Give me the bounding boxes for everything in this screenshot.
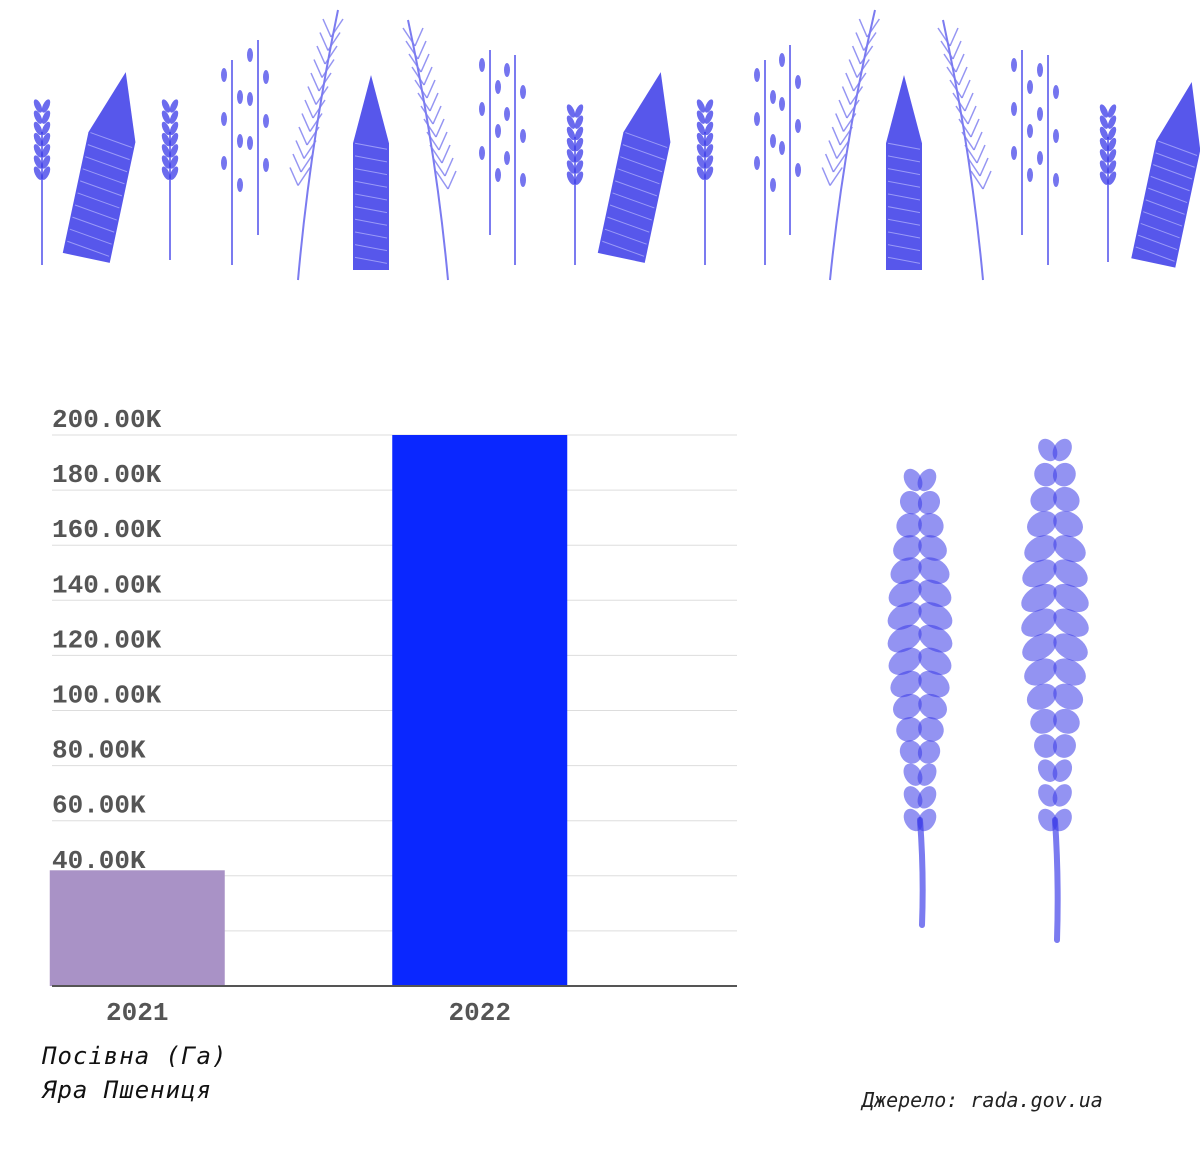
feather-grass-icon	[402, 19, 457, 281]
y-tick-label: 80.00K	[52, 736, 146, 766]
x-tick-label: 2021	[106, 998, 168, 1028]
x-axis-ticks: 2021 2022	[106, 998, 511, 1028]
oat-stalk-icon	[1011, 50, 1033, 235]
bar-chart: 020.00K40.00K60.00K80.00K100.00K120.00K1…	[49, 405, 737, 1028]
bars	[49, 435, 568, 986]
oat-stalk-icon	[504, 55, 526, 265]
bullet-icon	[597, 72, 671, 263]
oat-stalk-icon	[247, 40, 269, 235]
feather-grass-icon	[937, 19, 992, 281]
bullet-icon	[353, 75, 389, 270]
bar-2021	[49, 870, 225, 986]
x-tick-label: 2022	[449, 998, 511, 1028]
oat-stalk-icon	[754, 60, 776, 265]
y-tick-label: 60.00K	[52, 791, 146, 821]
wheat-stalk-icon	[566, 104, 584, 265]
banner-items	[33, 9, 1200, 281]
caption-line-1: Посівна (Га)	[42, 1042, 228, 1070]
bullet-icon	[1131, 82, 1200, 268]
y-tick-label: 140.00K	[52, 570, 162, 600]
caption-line-2: Яра Пшениця	[42, 1076, 212, 1104]
wheat-stalk-icon	[1099, 104, 1117, 262]
wheat-ear-icon	[887, 468, 953, 928]
bullet-icon	[886, 75, 922, 270]
bullet-icon	[62, 72, 136, 263]
source-note: Джерело: rada.gov.ua	[862, 1088, 1103, 1112]
wheat-stalk-icon	[696, 99, 714, 265]
oat-stalk-icon	[221, 60, 243, 265]
feather-grass-icon	[821, 9, 880, 281]
y-tick-label: 100.00K	[52, 681, 162, 711]
wheat-ear-icon	[1021, 438, 1089, 943]
oat-stalk-icon	[1037, 55, 1059, 265]
wheat-stalk-icon	[33, 99, 51, 265]
oat-stalk-icon	[479, 50, 501, 235]
y-tick-label: 200.00K	[52, 405, 162, 435]
wheat-stalk-icon	[161, 99, 179, 260]
feather-grass-icon	[289, 9, 344, 281]
side-items	[887, 438, 1089, 943]
wheat-ears-illustration	[887, 438, 1089, 943]
y-tick-label: 120.00K	[52, 625, 162, 655]
oat-stalk-icon	[779, 45, 801, 235]
decorative-banner	[33, 9, 1200, 281]
bar-2022	[392, 435, 568, 986]
y-tick-label: 160.00K	[52, 515, 162, 545]
y-tick-label: 180.00K	[52, 460, 162, 490]
